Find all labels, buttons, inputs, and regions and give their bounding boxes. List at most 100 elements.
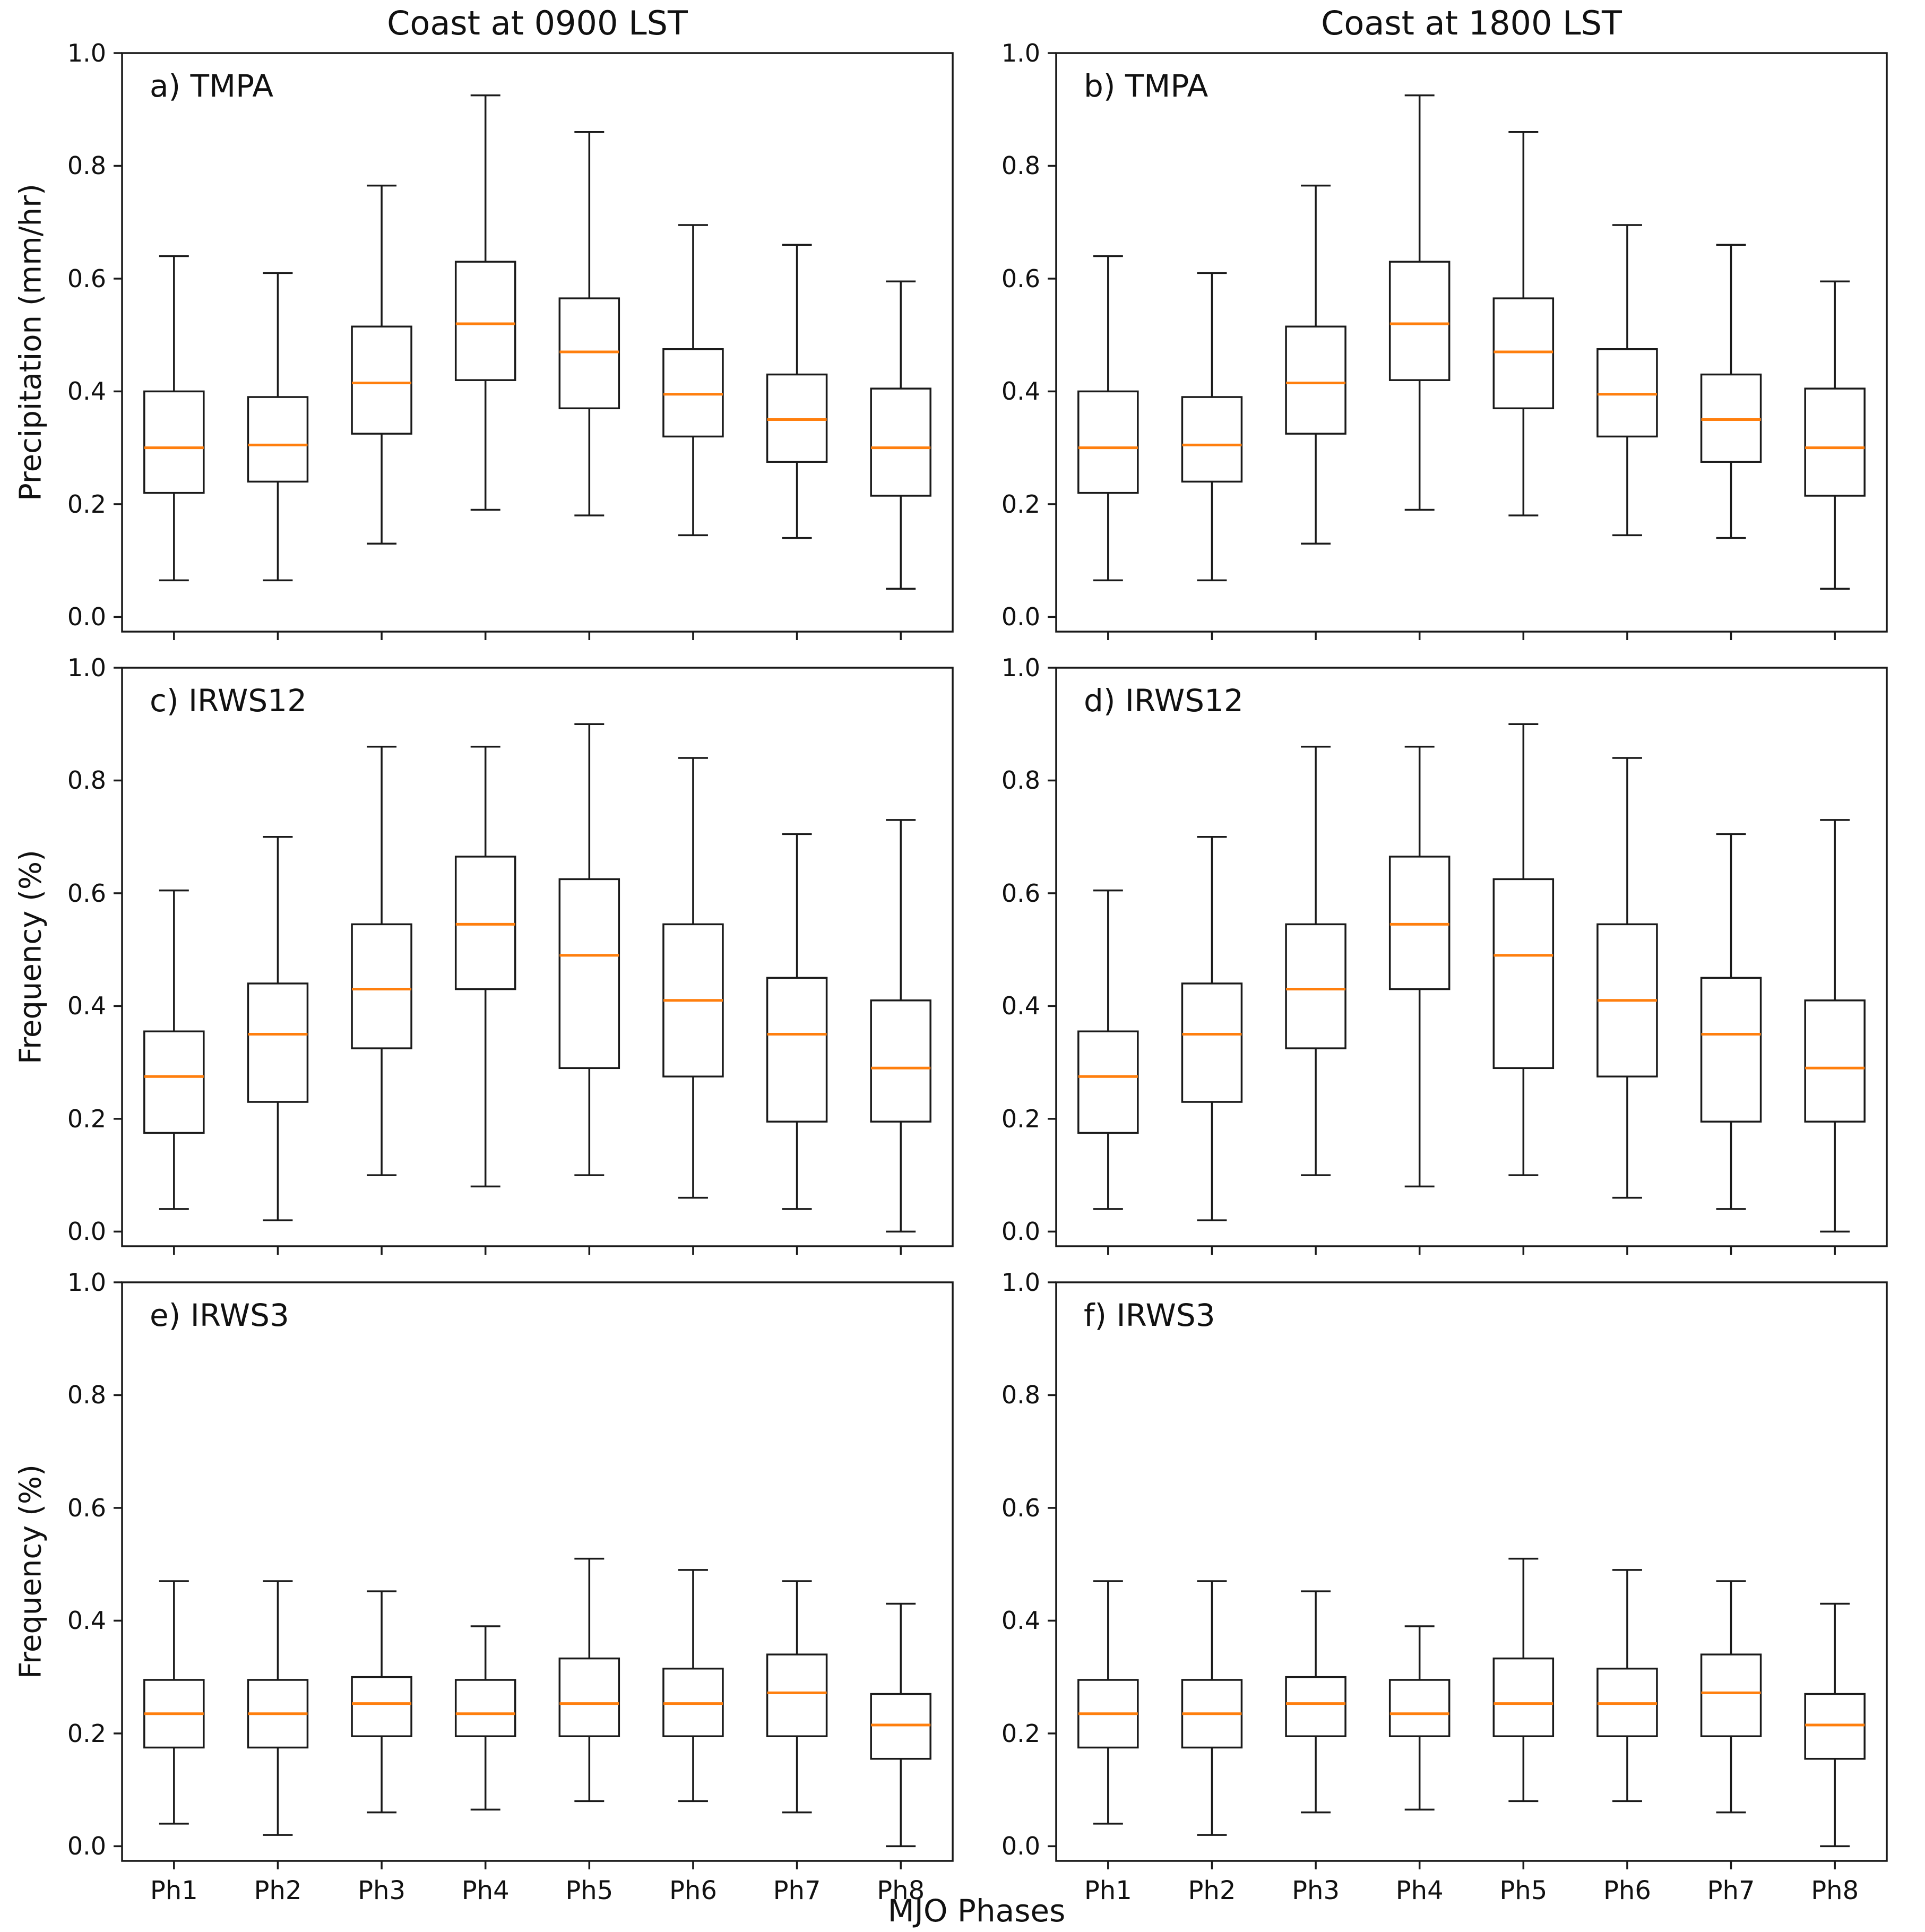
panel-b-ytick-0.8: 0.8 <box>1001 151 1040 180</box>
box-a-ph2 <box>247 272 309 582</box>
iqr-box <box>1492 1657 1555 1737</box>
iqr-box <box>1700 977 1762 1123</box>
panel-a-ytick-0.0: 0.0 <box>67 602 106 632</box>
box-a-ph6 <box>662 224 724 537</box>
panel-b <box>1048 52 1888 640</box>
panel-d-ytick-0.0: 0.0 <box>1001 1217 1040 1246</box>
panel-f-border <box>1055 1281 1888 1862</box>
panel-a-ytick-0.2: 0.2 <box>67 489 106 519</box>
box-e-ph8 <box>870 1602 931 1848</box>
panel-c-plot <box>114 667 954 1255</box>
panel-e <box>114 1281 954 1869</box>
iqr-box <box>558 878 620 1070</box>
box-d-ph1 <box>1077 889 1139 1210</box>
iqr-box <box>1492 297 1555 410</box>
panel-f <box>1048 1281 1888 1869</box>
iqr-box <box>1700 373 1762 463</box>
panel-f-ytick-0.6: 0.6 <box>1001 1493 1040 1522</box>
panel-c-ytick-0.6: 0.6 <box>67 878 106 908</box>
box-c-ph3 <box>351 745 412 1176</box>
box-a-ph3 <box>351 184 412 545</box>
iqr-box <box>766 977 828 1123</box>
panel-e-ytick-0.6: 0.6 <box>67 1493 106 1522</box>
panel-a-ytick-0.4: 0.4 <box>67 377 106 406</box>
box-c-ph4 <box>454 745 516 1188</box>
panel-f-ytick-0.0: 0.0 <box>1001 1832 1040 1861</box>
box-e-ph1 <box>143 1580 205 1825</box>
iqr-box <box>1181 396 1243 483</box>
iqr-box <box>1700 1653 1762 1737</box>
box-b-ph1 <box>1077 255 1139 582</box>
iqr-box <box>1077 390 1139 494</box>
panel-d-ytick-1.0: 1.0 <box>1001 653 1040 682</box>
box-b-ph4 <box>1388 94 1451 511</box>
panel-a <box>114 52 954 640</box>
iqr-box <box>870 999 931 1123</box>
panel-d <box>1048 667 1888 1255</box>
panel-f-plot <box>1048 1281 1888 1869</box>
panel-e-ytick-0.2: 0.2 <box>67 1719 106 1748</box>
panel-b-label: b) TMPA <box>1084 68 1208 104</box>
panel-c <box>114 667 954 1255</box>
box-e-ph2 <box>247 1580 309 1836</box>
box-c-ph2 <box>247 835 309 1221</box>
panel-a-ytick-0.8: 0.8 <box>67 151 106 180</box>
box-d-ph3 <box>1285 745 1346 1176</box>
panel-e-xtick-ph1: Ph1 <box>150 1876 198 1905</box>
box-c-ph1 <box>143 889 205 1210</box>
panel-f-xtick-ph4: Ph4 <box>1395 1876 1444 1905</box>
panel-d-label: d) IRWS12 <box>1084 683 1244 719</box>
box-f-ph7 <box>1700 1580 1762 1814</box>
box-e-ph7 <box>766 1580 828 1814</box>
panel-d-ytick-0.8: 0.8 <box>1001 766 1040 795</box>
panel-f-xtick-ph3: Ph3 <box>1292 1876 1340 1905</box>
panel-a-plot <box>114 52 954 640</box>
iqr-box <box>1804 1693 1866 1760</box>
panel-b-ytick-0.4: 0.4 <box>1001 377 1040 406</box>
box-b-ph7 <box>1700 244 1762 539</box>
panel-c-ytick-0.2: 0.2 <box>67 1104 106 1133</box>
iqr-box <box>454 856 516 990</box>
box-c-ph6 <box>662 757 724 1199</box>
iqr-box <box>1492 878 1555 1070</box>
box-f-ph3 <box>1285 1590 1346 1814</box>
iqr-box <box>1181 982 1243 1103</box>
panel-d-border <box>1055 667 1888 1247</box>
panel-e-xtick-ph5: Ph5 <box>565 1876 614 1905</box>
panel-e-ytick-0.4: 0.4 <box>67 1606 106 1635</box>
panel-e-plot <box>114 1281 954 1869</box>
panel-d-ytick-0.6: 0.6 <box>1001 878 1040 908</box>
iqr-box <box>1596 348 1658 438</box>
panel-e-xtick-ph2: Ph2 <box>254 1876 302 1905</box>
iqr-box <box>143 390 205 494</box>
iqr-box <box>143 1030 205 1134</box>
box-f-ph4 <box>1388 1625 1451 1811</box>
box-e-ph4 <box>454 1625 516 1811</box>
iqr-box <box>766 373 828 463</box>
iqr-box <box>247 982 309 1103</box>
panel-f-xtick-ph5: Ph5 <box>1499 1876 1548 1905</box>
panel-f-ytick-0.4: 0.4 <box>1001 1606 1040 1635</box>
box-d-ph4 <box>1388 745 1451 1188</box>
x-axis-label-mjo-phases: MJO Phases <box>887 1893 1066 1929</box>
box-f-ph2 <box>1181 1580 1243 1836</box>
box-d-ph5 <box>1492 723 1555 1176</box>
panel-e-xtick-ph6: Ph6 <box>669 1876 717 1905</box>
box-e-ph5 <box>558 1557 620 1802</box>
panel-f-xtick-ph6: Ph6 <box>1603 1876 1651 1905</box>
panel-e-xtick-ph4: Ph4 <box>461 1876 510 1905</box>
iqr-box <box>1804 999 1866 1123</box>
box-a-ph8 <box>870 280 931 590</box>
iqr-box <box>1285 923 1346 1049</box>
panel-c-ytick-1.0: 1.0 <box>67 653 106 682</box>
panel-c-ytick-0.4: 0.4 <box>67 991 106 1021</box>
box-b-ph3 <box>1285 184 1346 545</box>
box-e-ph3 <box>351 1590 412 1814</box>
panel-f-xtick-ph2: Ph2 <box>1188 1876 1236 1905</box>
box-b-ph2 <box>1181 272 1243 582</box>
iqr-box <box>870 387 931 497</box>
panel-e-ytick-0.8: 0.8 <box>67 1381 106 1410</box>
iqr-box <box>1804 387 1866 497</box>
panel-a-ytick-0.6: 0.6 <box>67 264 106 293</box>
